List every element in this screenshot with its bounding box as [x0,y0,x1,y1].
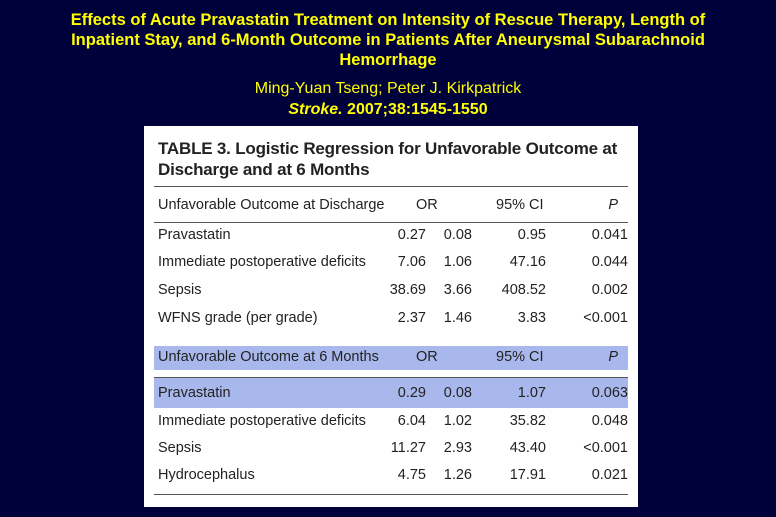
row-ci-high: 17.91 [509,467,546,483]
row-p: 0.002 [591,282,628,298]
row-ci-high: 43.40 [509,440,546,456]
row-ci-low: 1.02 [443,413,472,429]
slide-title-line-2: Inpatient Stay, and 6-Month Outcome in P… [71,31,705,49]
row-or: 4.75 [397,467,426,483]
table-row: Sepsis 38.69 3.66 408.52 0.002 [144,279,638,303]
row-or: 11.27 [390,440,426,456]
table-title-line-2: Discharge and at 6 Months [158,160,370,179]
row-ci-low: 1.46 [443,310,472,326]
row-ci-high: 408.52 [501,282,546,298]
row-or: 7.06 [397,254,426,270]
table-row: Sepsis 11.27 2.93 43.40 <0.001 [144,437,638,461]
header-ci: 95% CI [496,197,544,213]
slide-title: Effects of Acute Pravastatin Treatment o… [0,10,776,70]
header-p: P [608,197,618,213]
row-ci-low: 2.93 [443,440,472,456]
authors-line: Ming-Yuan Tseng; Peter J. Kirkpatrick [254,80,522,97]
row-ci-high: 47.16 [509,254,546,270]
row-label: Immediate postoperative deficits [158,413,366,429]
row-p: <0.001 [583,310,628,326]
table-row: Hydrocephalus 4.75 1.26 17.91 0.021 [144,464,638,488]
row-p: 0.063 [591,385,628,401]
row-or: 0.27 [397,227,426,243]
journal-name: Stroke. [288,101,343,118]
header-or: OR [416,197,438,213]
highlight-band-header [154,346,628,370]
row-p: 0.048 [591,413,628,429]
table-row: WFNS grade (per grade) 2.37 1.46 3.83 <0… [144,307,638,331]
row-ci-high: 0.95 [517,227,546,243]
table-rule-top [154,186,628,187]
table-row: Pravastatin 0.29 0.08 1.07 0.063 [144,382,638,406]
header-p: P [608,349,618,365]
table-rule-bottom [154,494,628,495]
row-ci-low: 0.08 [443,385,472,401]
table-rule-header [154,222,628,223]
header-label: Unfavorable Outcome at 6 Months [158,349,379,365]
table-row: Immediate postoperative deficits 6.04 1.… [144,410,638,434]
row-or: 38.69 [389,282,426,298]
row-label: WFNS grade (per grade) [158,310,318,326]
row-ci-low: 0.08 [443,227,472,243]
row-label: Immediate postoperative deficits [158,254,366,270]
row-label: Pravastatin [158,385,231,401]
row-or: 0.29 [397,385,426,401]
row-label: Sepsis [158,440,202,456]
header-ci: 95% CI [496,349,544,365]
table-row: Immediate postoperative deficits 7.06 1.… [144,251,638,275]
row-or: 6.04 [397,413,426,429]
slide-title-line-3: Hemorrhage [339,51,437,69]
slide-title-line-1: Effects of Acute Pravastatin Treatment o… [70,11,706,29]
table-row: Pravastatin 0.27 0.08 0.95 0.041 [144,224,638,248]
table-header-row: Unfavorable Outcome at 6 Months OR 95% C… [144,346,638,370]
row-p: <0.001 [583,440,628,456]
row-p: 0.021 [591,467,628,483]
row-ci-low: 1.06 [443,254,472,270]
row-ci-low: 1.26 [443,467,472,483]
row-label: Pravastatin [158,227,231,243]
table-header-row: Unfavorable Outcome at Discharge OR 95% … [144,194,638,218]
row-p: 0.044 [591,254,628,270]
table-title: TABLE 3. Logistic Regression for Unfavor… [158,138,628,180]
table-image: TABLE 3. Logistic Regression for Unfavor… [144,126,638,507]
table-title-line-1: TABLE 3. Logistic Regression for Unfavor… [158,139,618,158]
row-label: Hydrocephalus [158,467,255,483]
row-ci-low: 3.66 [443,282,472,298]
row-ci-high: 35.82 [509,413,546,429]
highlight-band-row [154,378,628,408]
citation-line: Stroke. 2007;38:1545-1550 [0,100,776,120]
row-or: 2.37 [397,310,426,326]
row-label: Sepsis [158,282,202,298]
row-p: 0.041 [591,227,628,243]
citation-details: 2007;38:1545-1550 [342,101,488,118]
row-ci-high: 1.07 [517,385,546,401]
table-rule-header [154,377,628,378]
header-or: OR [416,349,438,365]
row-ci-high: 3.83 [517,310,546,326]
header-label: Unfavorable Outcome at Discharge [158,197,385,213]
